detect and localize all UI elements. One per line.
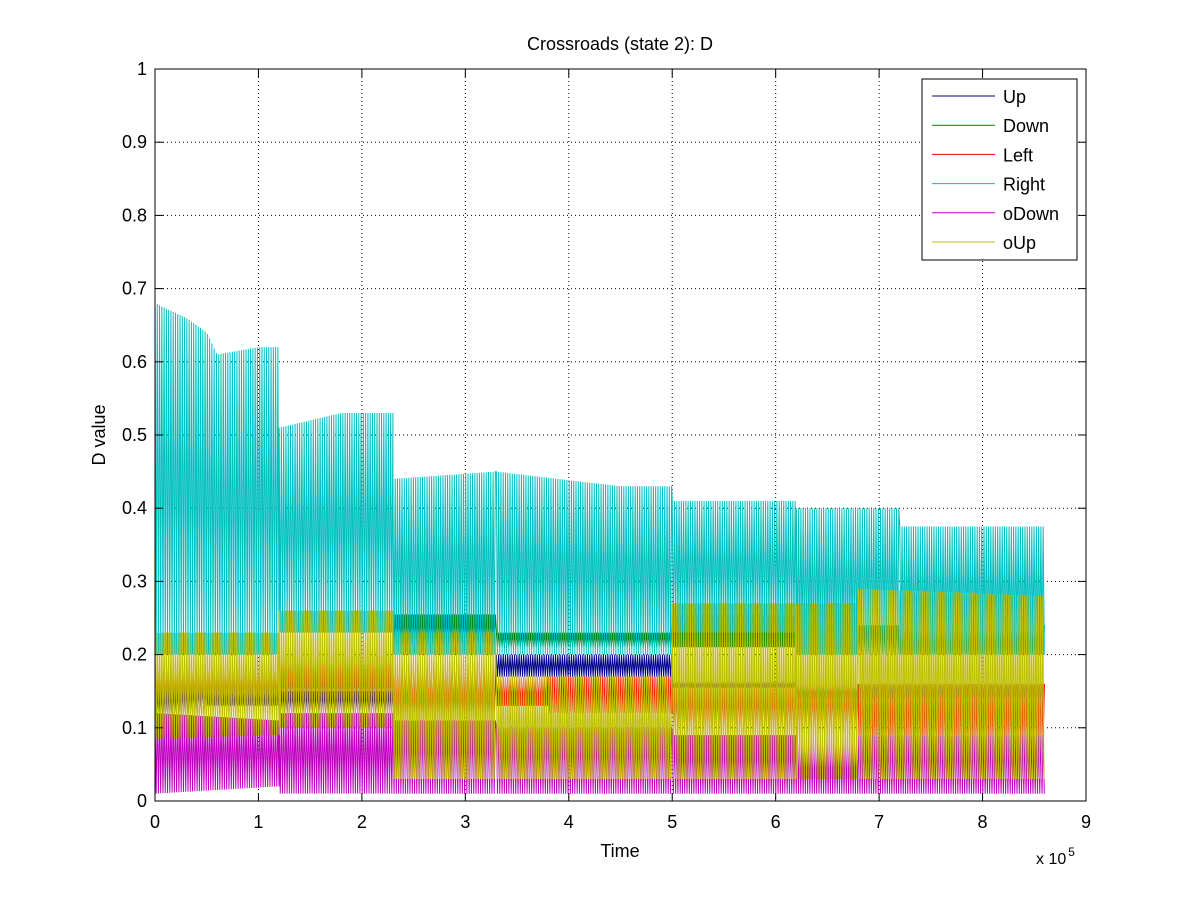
y-tick-label: 0.5 <box>122 425 147 445</box>
x-tick-label: 6 <box>771 812 781 832</box>
y-tick-label: 0 <box>137 791 147 811</box>
y-tick-label: 0.2 <box>122 645 147 665</box>
y-tick-label: 0.4 <box>122 498 147 518</box>
chart-title: Crossroads (state 2): D <box>527 34 713 54</box>
y-tick-label: 0.9 <box>122 132 147 152</box>
legend: Up Down Left Right oDown oUp <box>921 78 1078 261</box>
x-axis-multiplier: x 10 5 <box>1036 845 1075 868</box>
x-axis-label: Time <box>600 841 639 861</box>
series-layer <box>155 303 1045 794</box>
ticks: 0 1 2 3 4 5 6 7 8 9 0 0.1 0.2 0.3 0.4 0.5 0.6 0.7 0.8 0.9 1 <box>122 59 1091 832</box>
legend-label-oUp: oUp <box>1003 233 1036 253</box>
x-tick-label: 3 <box>460 812 470 832</box>
legend-label-Down: Down <box>1003 116 1049 136</box>
x-axis-multiplier-exponent: 5 <box>1068 845 1075 859</box>
x-tick-label: 5 <box>667 812 677 832</box>
x-tick-label: 4 <box>564 812 574 832</box>
y-tick-label: 1 <box>137 59 147 79</box>
legend-box <box>921 78 1078 261</box>
x-tick-label: 1 <box>253 812 263 832</box>
x-tick-label: 9 <box>1081 812 1091 832</box>
x-tick-label: 8 <box>978 812 988 832</box>
legend-label-oDown: oDown <box>1003 204 1059 224</box>
y-axis-label: D value <box>89 404 109 465</box>
legend-label-Right: Right <box>1003 175 1045 195</box>
y-tick-label: 0.6 <box>122 352 147 372</box>
legend-items: Up Down Left Right oDown oUp <box>932 87 1059 253</box>
legend-label-Left: Left <box>1003 145 1033 165</box>
y-tick-label: 0.7 <box>122 279 147 299</box>
y-tick-label: 0.8 <box>122 205 147 225</box>
y-tick-label: 0.1 <box>122 718 147 738</box>
x-tick-label: 2 <box>357 812 367 832</box>
series-oUp-group <box>155 588 1045 780</box>
legend-label-Up: Up <box>1003 87 1026 107</box>
series-oUp-line <box>155 588 1045 780</box>
y-tick-label: 0.3 <box>122 571 147 591</box>
x-tick-label: 0 <box>150 812 160 832</box>
x-axis-multiplier-base: x 10 <box>1036 851 1066 868</box>
x-tick-label: 7 <box>874 812 884 832</box>
